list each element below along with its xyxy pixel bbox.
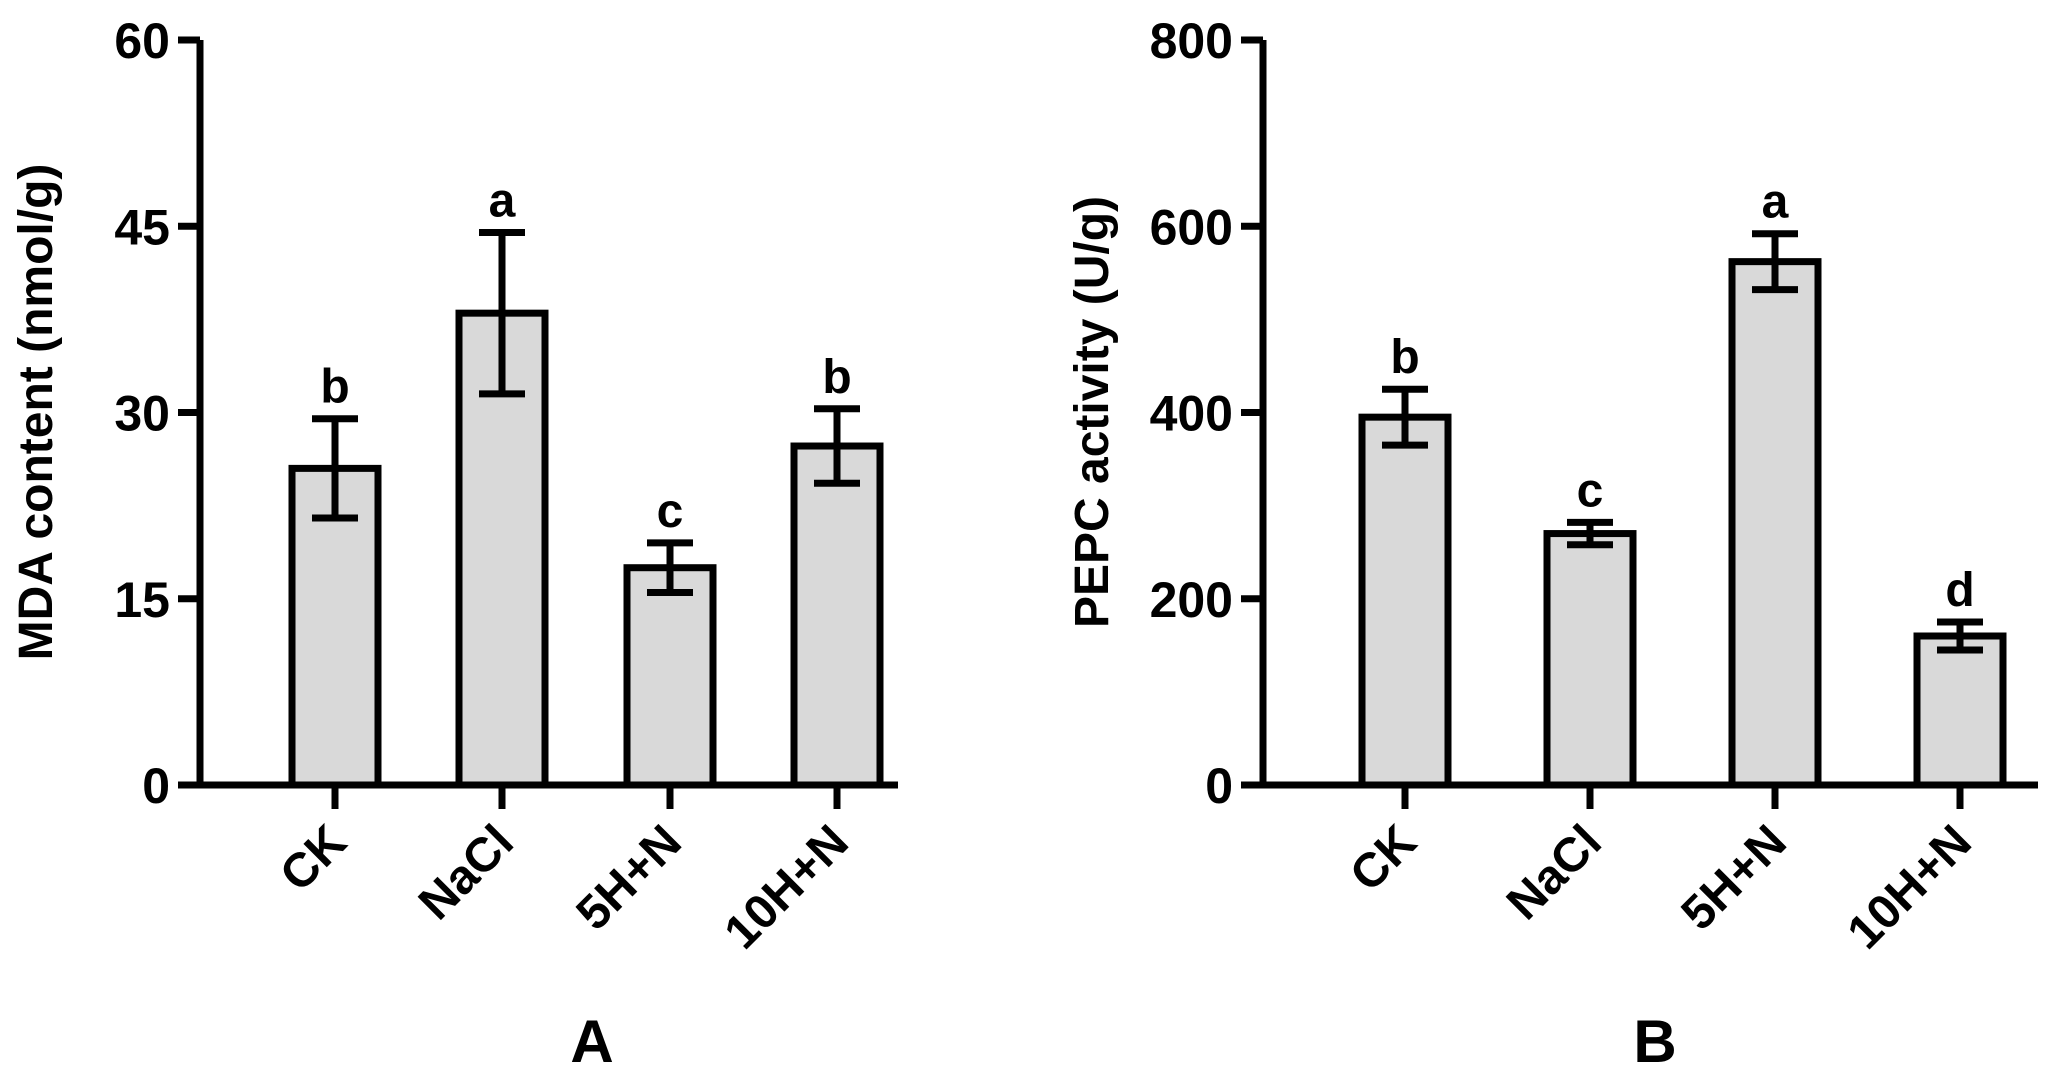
significance-label: c xyxy=(1577,464,1604,517)
y-tick-label: 400 xyxy=(1150,386,1233,442)
panel-label: A xyxy=(570,1008,613,1075)
chart-panel-a: 0 15 30 45 60 MDA content (nmol/g) b CK a NaCl c 5H… xyxy=(10,13,898,1075)
significance-label: b xyxy=(822,351,851,404)
x-tick-label: 5H+N xyxy=(567,815,692,940)
y-tick-label: 60 xyxy=(114,13,170,69)
x-tick-label: NaCl xyxy=(1497,815,1612,930)
y-tick-label: 0 xyxy=(1205,758,1233,814)
x-tick-label: 10H+N xyxy=(715,815,859,959)
significance-label: b xyxy=(1390,331,1419,384)
y-tick-label: 800 xyxy=(1150,13,1233,69)
y-tick-label: 30 xyxy=(114,386,170,442)
x-tick-label: CK xyxy=(270,815,357,902)
significance-label: d xyxy=(1945,564,1974,617)
x-tick-label: 10H+N xyxy=(1838,815,1982,959)
y-axis-title: PEPC activity (U/g) xyxy=(1066,196,1119,628)
y-tick-label: 200 xyxy=(1150,572,1233,628)
x-tick-label: 5H+N xyxy=(1672,815,1797,940)
y-tick-label: 15 xyxy=(114,572,170,628)
panel-label: B xyxy=(1633,1008,1676,1075)
chart-panel-b: 0 200 400 600 800 PEPC activity (U/g) b CK c NaCl… xyxy=(1066,13,2038,1075)
bar xyxy=(790,442,884,789)
significance-label: b xyxy=(320,361,349,414)
significance-label: c xyxy=(657,485,684,538)
x-tick-label: CK xyxy=(1340,815,1427,902)
y-tick-label: 600 xyxy=(1150,199,1233,255)
y-tick-label: 45 xyxy=(114,199,170,255)
bar xyxy=(1543,530,1637,789)
y-axis-title: MDA content (nmol/g) xyxy=(10,164,63,661)
significance-label: a xyxy=(489,174,516,227)
significance-label: a xyxy=(1762,176,1789,229)
x-tick-label: NaCl xyxy=(409,815,524,930)
y-tick-label: 0 xyxy=(142,758,170,814)
bar xyxy=(1728,258,1822,789)
bar xyxy=(1913,632,2007,789)
bar xyxy=(1358,413,1452,789)
bar xyxy=(623,564,717,789)
